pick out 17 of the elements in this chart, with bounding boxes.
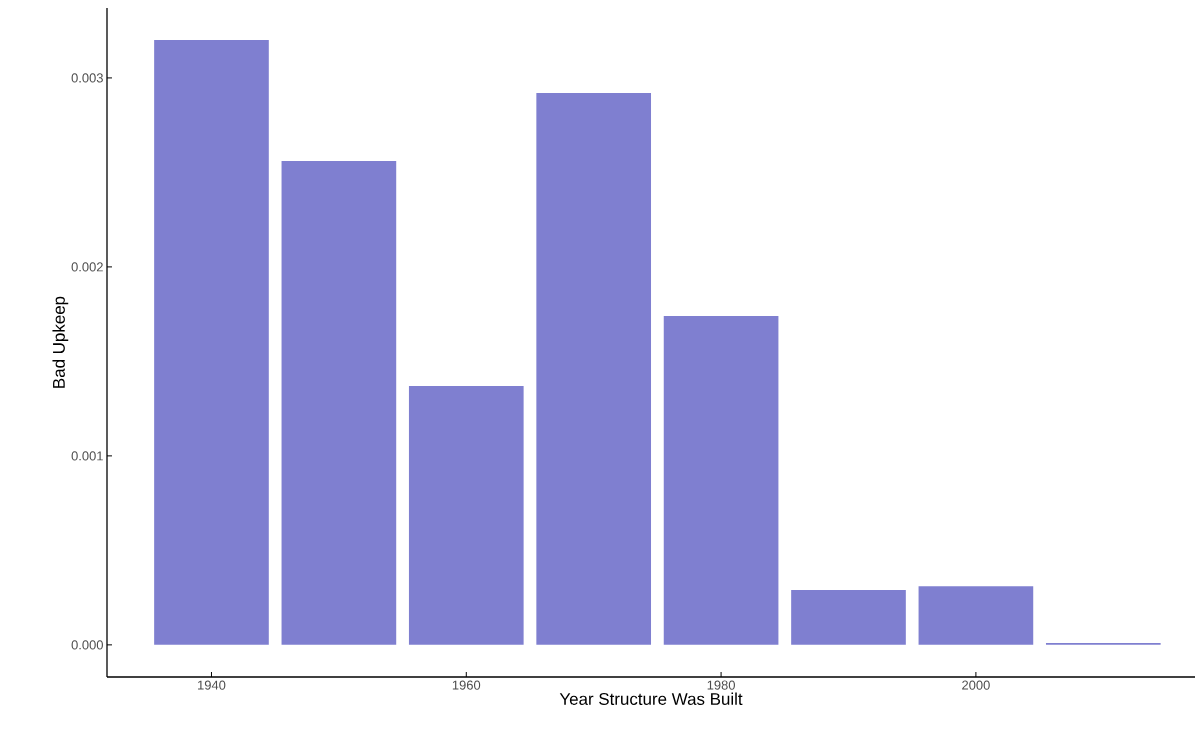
x-tick-label: 2000 [962,680,990,690]
y-tick-label: 0.003 [71,73,103,83]
x-tick-label: 1960 [452,680,481,690]
bar [663,316,779,645]
x-axis-title: Year Structure Was Built [559,692,743,705]
bar [918,586,1034,645]
y-axis-title: Bad Upkeep [52,296,69,388]
y-tick-label: 0.000 [71,640,103,650]
x-tick-label: 1980 [707,680,735,690]
bar [154,40,269,645]
bar [408,385,524,645]
y-tick-label: 0.001 [71,451,103,461]
bar [791,590,906,645]
y-tick-label: 0.002 [71,262,103,272]
bar [536,93,652,645]
x-tick-label: 1940 [198,680,226,690]
bar [281,161,397,645]
